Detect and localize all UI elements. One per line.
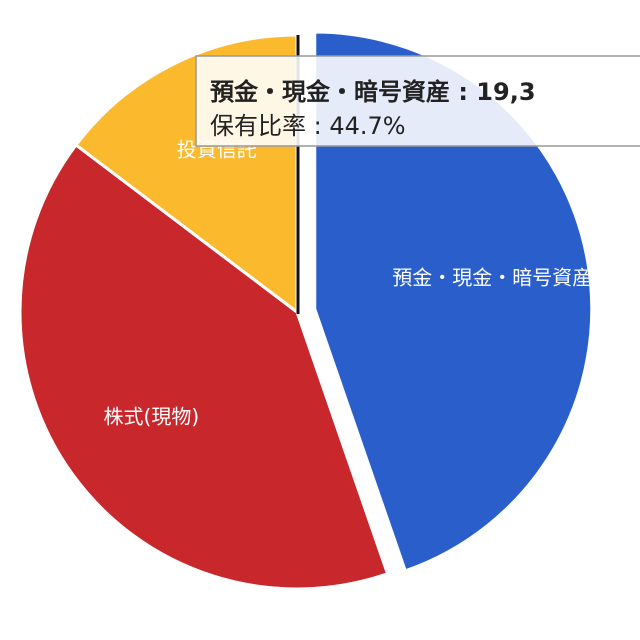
slice-label: 株式(現物) — [104, 404, 200, 428]
tooltip-box — [195, 55, 640, 147]
tooltip-text: 保有比率 : 44.7% — [210, 112, 406, 140]
slice-label: 預金・現金・暗号資産 — [392, 266, 592, 290]
slice — [313, 30, 594, 573]
slices — [18, 30, 594, 591]
tooltip: 預金・現金・暗号資産 : 19,3 保有比率 : 44.7% — [195, 55, 640, 147]
slice — [18, 142, 390, 591]
tooltip-title: 預金・現金・暗号資産 : 19,3 — [210, 78, 536, 106]
